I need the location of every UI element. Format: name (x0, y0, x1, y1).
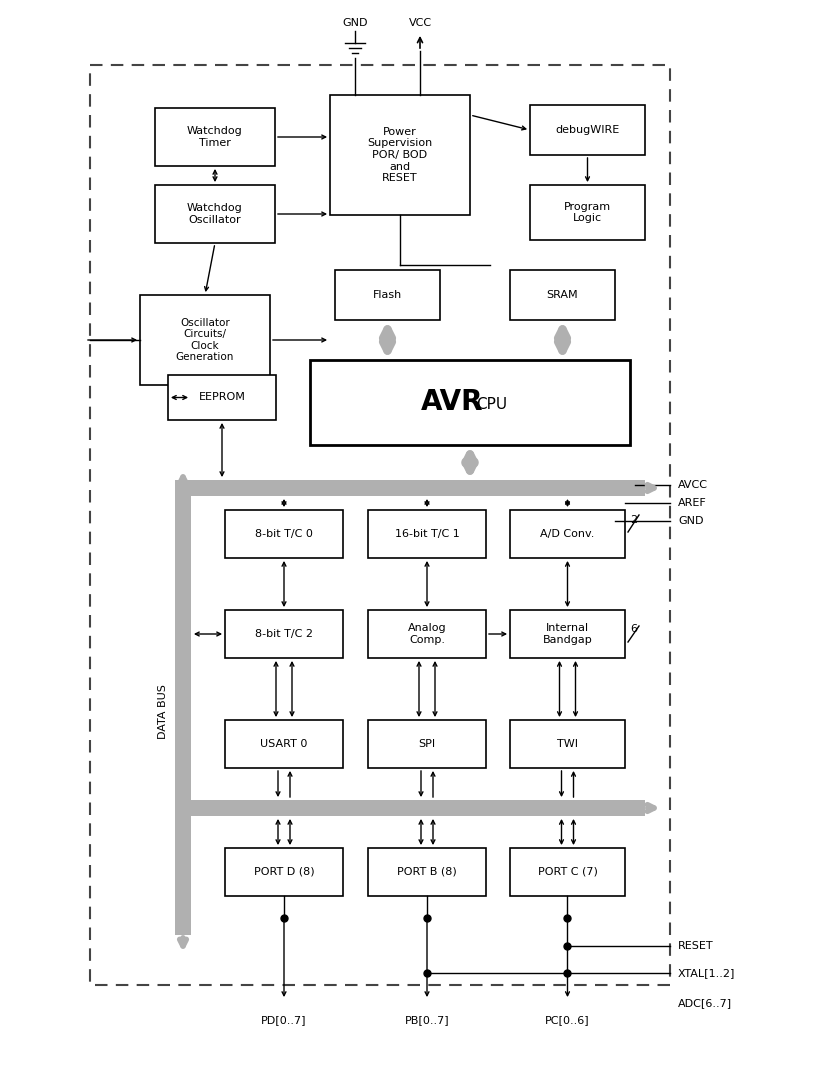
Text: AVR: AVR (421, 389, 482, 417)
Bar (368, 720, 486, 768)
Text: AVCC: AVCC (677, 480, 707, 490)
Text: debugWIRE: debugWIRE (555, 125, 619, 135)
Text: GND: GND (342, 18, 367, 28)
Bar (509, 610, 624, 658)
Bar (529, 185, 645, 240)
Text: PORT C (7): PORT C (7) (537, 867, 597, 877)
Bar (175, 800, 645, 816)
Text: Watchdog
Oscillator: Watchdog Oscillator (187, 203, 242, 225)
Bar (368, 848, 486, 896)
Bar (225, 510, 343, 558)
Text: SPI: SPI (418, 739, 435, 750)
Text: TWI: TWI (556, 739, 578, 750)
Bar (168, 375, 276, 420)
Text: PD[0..7]: PD[0..7] (261, 1015, 306, 1025)
Text: CPU: CPU (476, 397, 507, 411)
Bar (90, 65, 669, 985)
Bar (334, 270, 440, 320)
Bar (225, 848, 343, 896)
Text: XTAL[1..2]: XTAL[1..2] (677, 968, 735, 978)
Bar (329, 95, 470, 215)
Text: AREF: AREF (677, 498, 706, 508)
Text: PC[0..6]: PC[0..6] (544, 1015, 589, 1025)
Text: ADC[6..7]: ADC[6..7] (677, 998, 732, 1008)
Text: VCC: VCC (408, 18, 431, 28)
Text: PB[0..7]: PB[0..7] (404, 1015, 449, 1025)
Bar (175, 488, 191, 935)
Bar (368, 510, 486, 558)
Text: 16-bit T/C 1: 16-bit T/C 1 (394, 529, 459, 539)
Bar (225, 610, 343, 658)
Text: Internal
Bandgap: Internal Bandgap (542, 623, 592, 645)
Text: RESET: RESET (677, 941, 713, 951)
Text: A/D Conv.: A/D Conv. (540, 529, 594, 539)
Bar (529, 105, 645, 156)
Text: SRAM: SRAM (546, 291, 578, 300)
Text: 6: 6 (630, 624, 636, 634)
Bar (509, 848, 624, 896)
Bar (140, 295, 270, 384)
Text: PORT D (8): PORT D (8) (253, 867, 314, 877)
Bar (225, 720, 343, 768)
Bar (509, 270, 614, 320)
Bar (175, 480, 645, 496)
Text: USART 0: USART 0 (260, 739, 308, 750)
Bar (155, 185, 275, 243)
Text: GND: GND (677, 516, 703, 526)
Text: DATA BUS: DATA BUS (158, 684, 168, 739)
Text: 8-bit T/C 2: 8-bit T/C 2 (255, 629, 313, 639)
Bar (509, 510, 624, 558)
Text: EEPROM: EEPROM (198, 392, 245, 403)
Text: Flash: Flash (372, 291, 401, 300)
Text: Analog
Comp.: Analog Comp. (407, 623, 446, 645)
Text: Watchdog
Timer: Watchdog Timer (187, 126, 242, 148)
Bar (309, 360, 630, 445)
Text: 8-bit T/C 0: 8-bit T/C 0 (255, 529, 313, 539)
Text: Power
Supervision
POR/ BOD
and
RESET: Power Supervision POR/ BOD and RESET (367, 126, 432, 184)
Bar (509, 720, 624, 768)
Text: PORT B (8): PORT B (8) (396, 867, 456, 877)
Bar (368, 610, 486, 658)
Text: Oscillator
Circuits/
Clock
Generation: Oscillator Circuits/ Clock Generation (176, 318, 234, 363)
Text: 2: 2 (630, 515, 636, 525)
Text: Program
Logic: Program Logic (563, 202, 610, 224)
Bar (155, 108, 275, 166)
